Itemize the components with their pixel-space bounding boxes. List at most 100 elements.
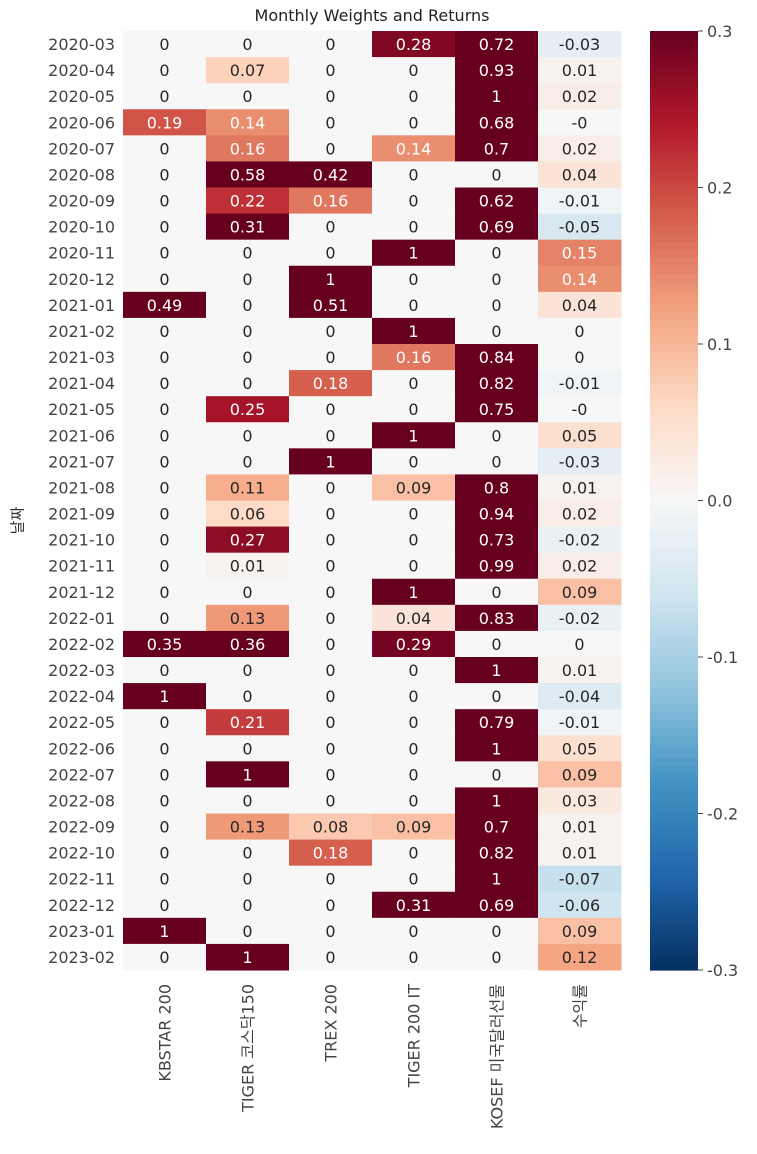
cell-label: 0 xyxy=(159,139,169,158)
cell-label: 0 xyxy=(491,244,501,263)
heatmap-cell xyxy=(123,213,207,241)
x-tick-label: TIGER 코스닥150 xyxy=(239,984,258,1113)
y-tick-label: 2023-01 xyxy=(48,922,115,941)
heatmap-cell xyxy=(206,265,290,293)
heatmap-cell xyxy=(123,735,207,762)
cell-label: 1 xyxy=(408,583,418,602)
colorbar-segment xyxy=(650,171,698,181)
heatmap-cell xyxy=(455,448,539,475)
heatmap-cell xyxy=(538,265,622,293)
heatmap-cell xyxy=(538,57,622,84)
cell-label: 0 xyxy=(159,791,169,810)
colorbar-segment xyxy=(650,375,698,384)
cell-label: 0.02 xyxy=(562,505,598,524)
heatmap-cell xyxy=(372,657,456,684)
colorbar-tick-label: 0.3 xyxy=(707,22,732,41)
heatmap-cell xyxy=(289,552,373,580)
colorbar-segment xyxy=(650,844,698,854)
cell-label: 0.49 xyxy=(147,296,183,315)
cell-label: 0 xyxy=(159,765,169,784)
cell-label: -0.07 xyxy=(559,870,600,889)
colorbar-segment xyxy=(650,633,698,642)
heatmap-cell xyxy=(123,83,207,110)
heatmap-cell xyxy=(455,161,539,188)
cell-label: 0 xyxy=(242,844,252,863)
heatmap-cell xyxy=(538,578,622,606)
cell-label: 0.09 xyxy=(396,818,432,837)
heatmap-cell xyxy=(372,735,456,762)
colorbar-segment xyxy=(650,555,698,564)
cell-label: 0 xyxy=(325,687,335,706)
cell-label: 0 xyxy=(242,374,252,393)
heatmap-cell xyxy=(372,865,456,893)
colorbar-segment xyxy=(650,265,698,275)
cell-label: 0 xyxy=(159,165,169,184)
colorbar-tick-label: 0.0 xyxy=(707,492,732,511)
cell-label: 1 xyxy=(408,426,418,445)
cell-label: 0.16 xyxy=(396,348,432,367)
heatmap-cell xyxy=(289,31,373,58)
heatmap-cell xyxy=(206,578,290,606)
cell-label: 0 xyxy=(159,609,169,628)
heatmap-cell xyxy=(289,839,373,867)
heatmap-cell xyxy=(289,578,373,606)
cell-label: 0 xyxy=(242,244,252,263)
heatmap-cell xyxy=(372,187,456,215)
heatmap-cell xyxy=(123,265,207,293)
x-tick-label: KOSEF 미국달러선물 xyxy=(488,984,507,1129)
cell-label: 0 xyxy=(491,948,501,967)
cell-label: 0 xyxy=(491,922,501,941)
cell-label: 0 xyxy=(242,922,252,941)
colorbar-segment xyxy=(650,31,698,40)
heatmap-cell xyxy=(289,161,373,188)
colorbar-segment xyxy=(650,907,698,916)
colorbar-tick-label: 0.2 xyxy=(707,179,732,198)
cell-label: 0 xyxy=(242,739,252,758)
cell-label: 0.68 xyxy=(479,113,515,132)
cell-label: 0.01 xyxy=(562,478,598,497)
cell-label: 0 xyxy=(159,531,169,550)
heatmap-cell xyxy=(372,709,456,736)
cell-label: 0.18 xyxy=(313,374,349,393)
colorbar-segment xyxy=(650,617,698,627)
colorbar-segment xyxy=(650,297,698,306)
cell-label: 0.08 xyxy=(313,818,349,837)
heatmap-cell xyxy=(123,500,207,528)
y-tick-label: 2022-08 xyxy=(48,791,115,810)
heatmap-cell xyxy=(289,448,373,475)
y-tick-label: 2020-09 xyxy=(48,192,115,211)
heatmap-cell xyxy=(123,396,207,423)
heatmap-cell xyxy=(206,317,290,345)
y-tick-label: 2020-12 xyxy=(48,270,115,289)
heatmap-cell xyxy=(455,344,539,371)
heatmap-cell xyxy=(289,213,373,241)
heatmap-cell xyxy=(538,604,622,632)
heatmap-cell xyxy=(455,813,539,841)
cell-label: -0.03 xyxy=(559,35,600,54)
heatmap-cell xyxy=(206,735,290,762)
heatmap-cell xyxy=(538,448,622,475)
cell-label: 0 xyxy=(159,948,169,967)
cell-label: 0 xyxy=(491,583,501,602)
cell-label: -0.01 xyxy=(559,374,600,393)
heatmap-cell xyxy=(289,604,373,632)
cell-label: 0 xyxy=(325,87,335,106)
cell-label: 0.25 xyxy=(230,400,266,419)
colorbar-segment xyxy=(650,156,698,165)
y-tick-label: 2021-06 xyxy=(48,426,115,445)
colorbar-segment xyxy=(650,727,698,736)
heatmap-cell xyxy=(206,891,290,919)
colorbar-segment xyxy=(650,813,698,822)
heatmap-cell xyxy=(123,448,207,475)
cell-label: 0 xyxy=(408,374,418,393)
colorbar-segment xyxy=(650,797,698,807)
cell-label: 0 xyxy=(325,765,335,784)
y-tick-label: 2022-11 xyxy=(48,870,115,889)
y-tick-label: 2021-05 xyxy=(48,400,115,419)
cell-label: 0.06 xyxy=(230,505,266,524)
y-tick-label: 2021-12 xyxy=(48,583,115,602)
y-tick-label: 2021-11 xyxy=(48,557,115,576)
cell-label: 0 xyxy=(159,505,169,524)
colorbar-segment xyxy=(650,406,698,416)
